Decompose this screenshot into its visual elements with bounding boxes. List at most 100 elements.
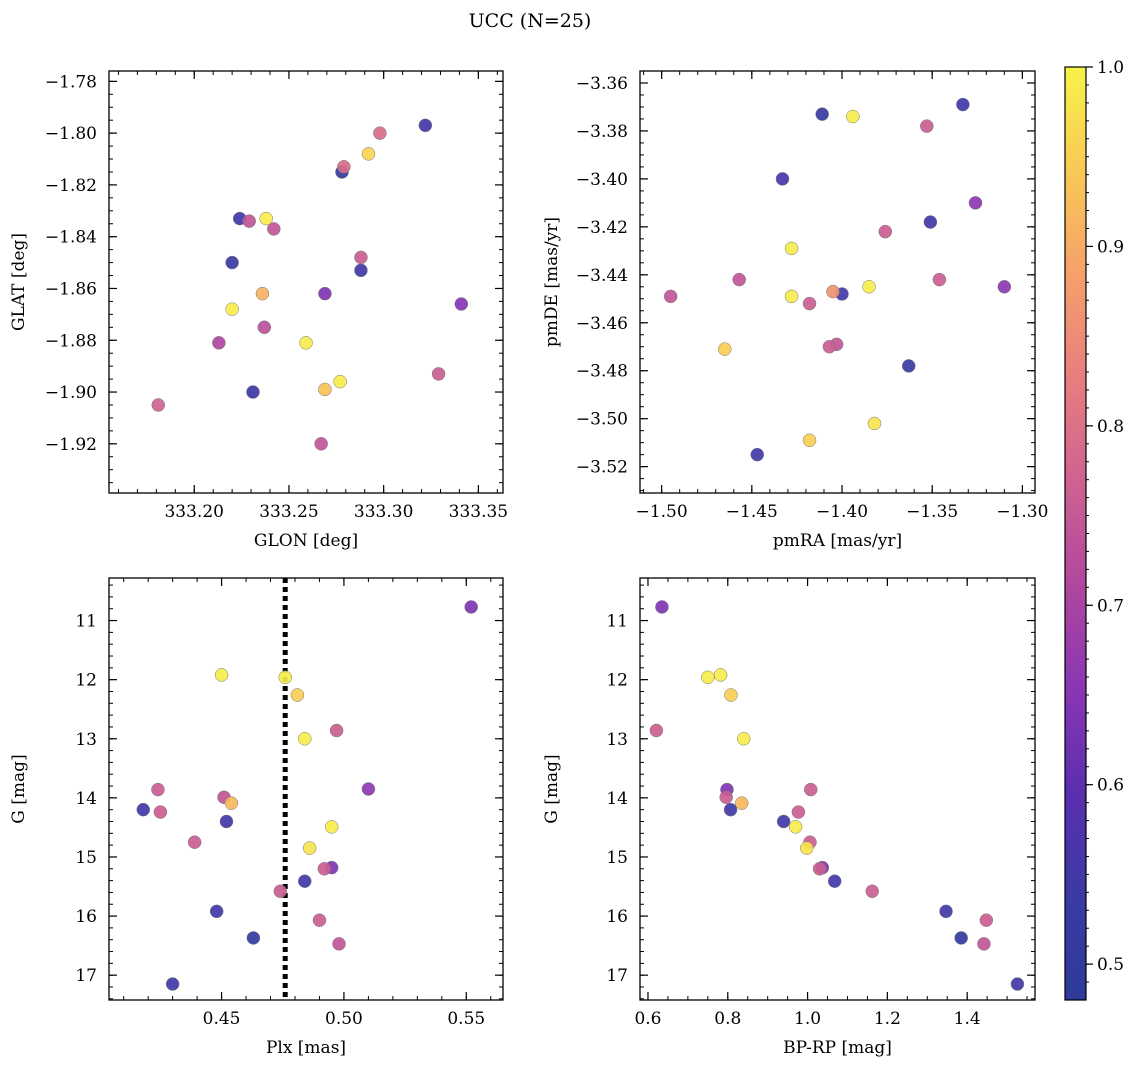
y-tick-label: 13 (606, 730, 628, 750)
panel-2: −1.50 −1.45 −1.40 −1.35 −1.30 −3.36 −3.38 −3.40… (542, 70, 1048, 551)
panels: 333.20 333.25 333.30 333.35 −1.78 −1.80 −1.82 −… (9, 70, 1048, 1058)
y-tick-label: 12 (75, 671, 97, 691)
y-tick-label: 11 (606, 612, 628, 632)
x-tick-label: 0.6 (634, 1009, 661, 1029)
data-point (187, 835, 202, 849)
data-point (224, 796, 239, 810)
data-point (802, 433, 817, 447)
data-point (267, 222, 281, 236)
data-point (298, 874, 312, 888)
figure-title: UCC (N=25) (469, 10, 592, 32)
data-point (454, 297, 469, 311)
panel-3: 0.45 0.50 0.55 11 12 13 14 15 16 17 Plx [mas] G [ma… (9, 577, 504, 1058)
data-point (302, 841, 317, 855)
x-axis-label: GLON [deg] (254, 531, 358, 551)
data-point (867, 416, 882, 431)
data-point (431, 367, 446, 381)
x-tick-label: 1.2 (874, 1009, 901, 1029)
data-point (923, 215, 938, 229)
data-point (165, 977, 180, 991)
data-point (153, 805, 168, 819)
x-axis-label: BP-RP [mag] (783, 1038, 892, 1058)
data-point (800, 841, 814, 855)
colorbar: 0.5 0.6 0.7 0.8 0.9 1.0 (1064, 58, 1124, 1001)
y-axis-label: G [mag] (9, 754, 29, 823)
y-tick-label: 17 (606, 966, 628, 986)
data-point (333, 374, 347, 389)
y-tick-label: −3.52 (576, 458, 628, 478)
colorbar-tick-label: 0.7 (1097, 596, 1124, 616)
data-point (278, 670, 292, 685)
data-point (219, 814, 234, 829)
x-tick-label: −1.35 (906, 502, 958, 522)
y-tick-label: −1.86 (45, 279, 97, 299)
data-point (920, 119, 934, 133)
data-point (815, 107, 829, 121)
x-tick-label: 1.0 (794, 1009, 821, 1029)
data-point (464, 600, 478, 614)
colorbar-tick-label: 0.6 (1097, 776, 1124, 796)
x-tick-label: 0.8 (714, 1009, 741, 1029)
data-point (225, 302, 239, 316)
y-tick-label: 14 (606, 789, 628, 809)
y-tick-label: 13 (75, 730, 97, 750)
data-point (246, 385, 260, 399)
y-tick-label: −1.90 (45, 383, 97, 403)
data-point (846, 109, 860, 124)
data-point (865, 884, 879, 898)
data-point (878, 224, 893, 239)
x-tick-label: −1.50 (636, 502, 688, 522)
data-point (354, 263, 368, 278)
data-point (361, 147, 376, 161)
axes-frame (108, 70, 504, 494)
data-point (776, 814, 791, 829)
data-point (317, 862, 332, 876)
y-tick-label: −3.46 (576, 314, 628, 334)
y-axis-label: G [mag] (542, 754, 562, 823)
y-axis-label: GLAT [deg] (9, 233, 29, 331)
data-point (775, 172, 790, 186)
y-tick-label: −1.78 (45, 72, 97, 92)
data-point (214, 668, 229, 682)
data-point (663, 289, 678, 304)
y-tick-label: −1.92 (45, 435, 97, 455)
data-point (136, 802, 151, 817)
y-tick-label: −1.82 (45, 176, 97, 196)
data-points (663, 97, 1012, 462)
y-tick-label: −3.48 (576, 362, 628, 382)
y-tick-label: −1.88 (45, 331, 97, 351)
y-tick-label: 16 (606, 907, 628, 927)
data-point (273, 884, 288, 898)
data-point (649, 723, 664, 738)
data-point (784, 289, 799, 304)
y-tick-label: −3.42 (576, 218, 628, 238)
data-point (151, 398, 165, 412)
data-point (337, 160, 351, 174)
x-axis-label: pmRA [mas/yr] (773, 531, 902, 551)
panel-4: 0.6 0.8 1.0 1.2 1.4 11 12 13 14 15 16 17 BP-RP [mag]… (542, 577, 1036, 1058)
x-tick-label: 0.55 (447, 1009, 485, 1029)
x-tick-label: −1.40 (816, 502, 868, 522)
data-point (361, 782, 376, 796)
y-tick-label: −1.84 (45, 228, 97, 248)
data-point (724, 688, 738, 702)
x-tick-label: −1.30 (996, 502, 1048, 522)
data-point (723, 802, 738, 817)
y-tick-label: 15 (606, 848, 628, 868)
data-point (242, 214, 256, 228)
panel-1: 333.20 333.25 333.30 333.35 −1.78 −1.80 −1.82 −… (9, 70, 508, 551)
y-tick-label: −3.44 (576, 266, 628, 286)
data-points (151, 118, 469, 451)
axes-frame (108, 577, 504, 1001)
colorbar-gradient (1064, 66, 1087, 1001)
colorbar-tick-label: 0.9 (1097, 237, 1124, 257)
axes-frame (639, 70, 1036, 494)
colorbar-tick-label: 1.0 (1097, 58, 1124, 78)
data-point (324, 820, 339, 834)
data-point (655, 600, 669, 614)
y-tick-label: −1.80 (45, 124, 97, 144)
data-point (257, 320, 272, 335)
data-point (804, 782, 818, 797)
y-tick-label: −3.50 (576, 410, 628, 430)
